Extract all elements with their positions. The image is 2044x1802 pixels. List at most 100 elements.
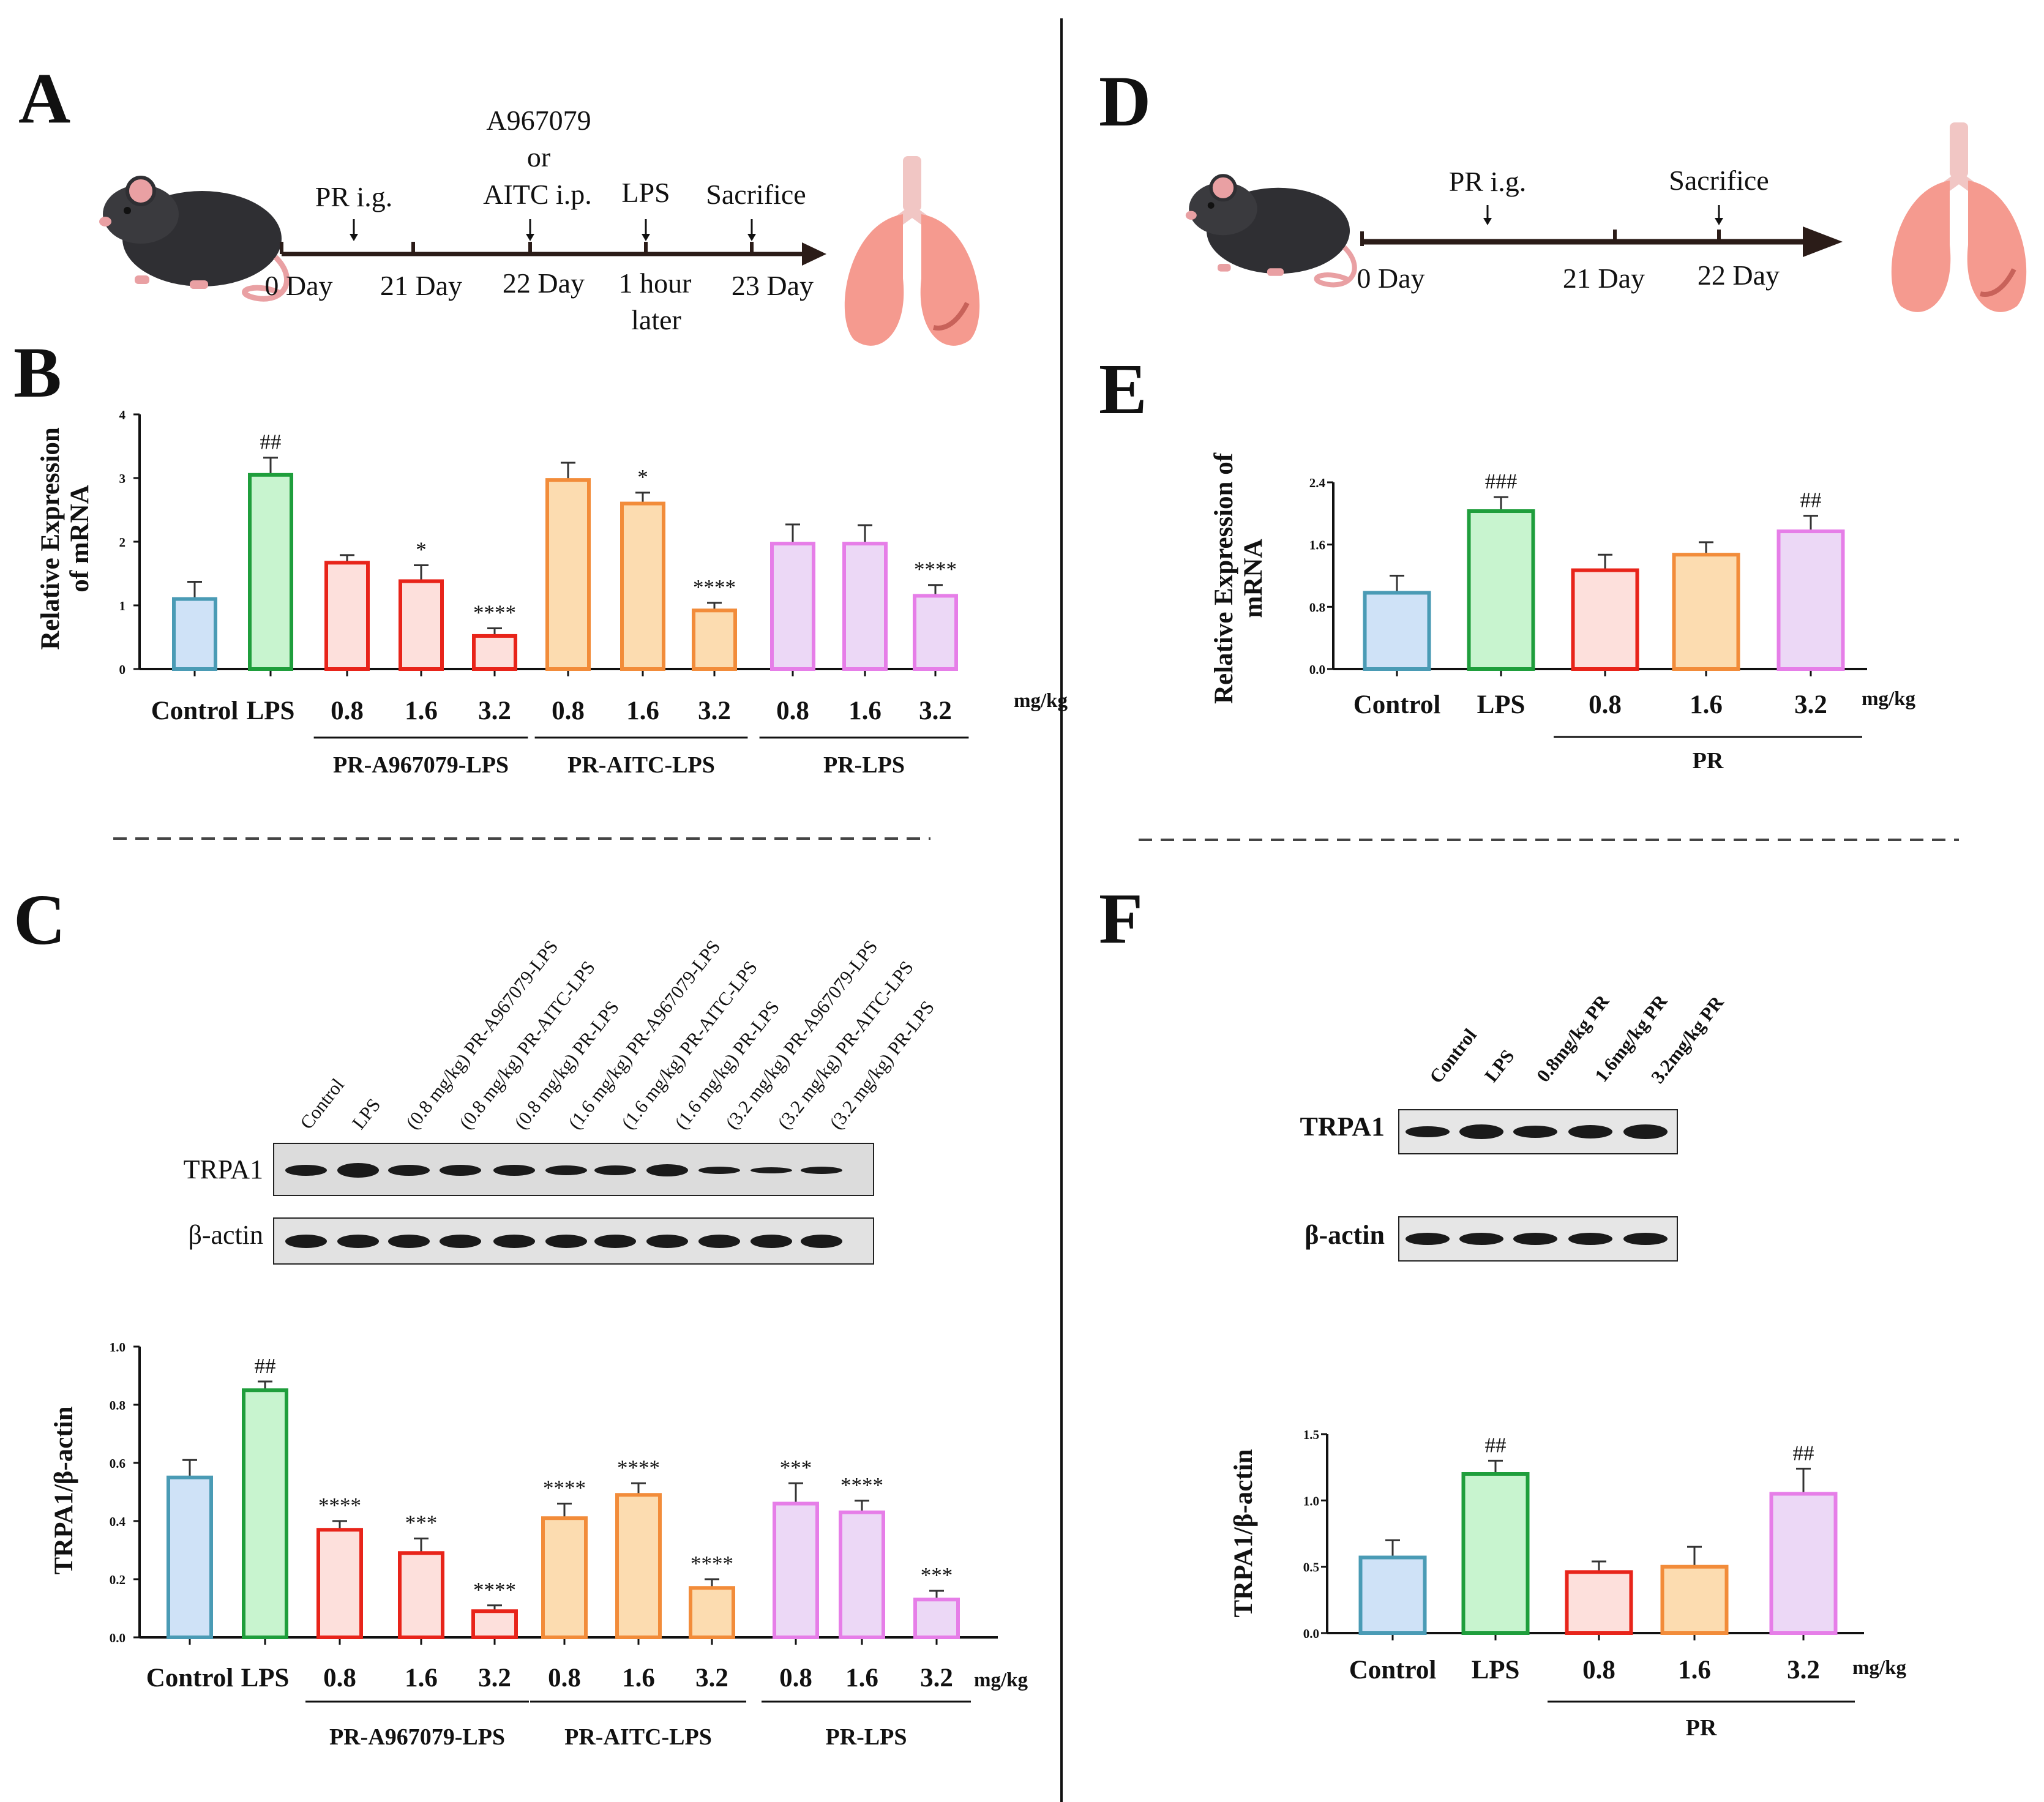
panel-label-e: E xyxy=(1099,349,1147,429)
significance-label: *** xyxy=(405,1511,438,1535)
blot-c-lane-label: Control xyxy=(296,1074,348,1133)
y-tick-label: 0.5 xyxy=(1303,1560,1319,1575)
y-tick-label: 1.0 xyxy=(1303,1494,1319,1508)
significance-label: *** xyxy=(780,1456,812,1479)
x-tick-label: Control xyxy=(146,1664,234,1692)
bar xyxy=(167,1475,213,1639)
bar xyxy=(541,1516,588,1639)
chart-b-mrna-expression: 0 1 2 3 4 Relative Expressionof mRNA Control ##… xyxy=(36,408,1068,778)
blot-band xyxy=(801,1235,842,1248)
bar xyxy=(316,1528,363,1639)
bar xyxy=(242,1388,288,1639)
x-tick-label: 1.6 xyxy=(405,697,438,725)
bar xyxy=(770,542,815,671)
significance-label: **** xyxy=(473,1578,516,1602)
bar xyxy=(248,473,293,671)
western-blot-f: Control LPS 0.8mg/kg PR 1.6mg/kg PR 3.2m… xyxy=(1300,990,1728,1262)
unit-label: mg/kg xyxy=(1014,690,1068,712)
x-tick-label: 1.6 xyxy=(845,1664,878,1692)
bar xyxy=(913,594,958,671)
timeline-a-drug-line1: A967079 xyxy=(486,105,591,136)
bar xyxy=(913,1598,960,1639)
panel-label-a: A xyxy=(18,58,70,138)
group-label: PR-AITC-LPS xyxy=(564,1724,712,1750)
y-tick-label: 0.0 xyxy=(110,1631,125,1645)
western-blot-c: Control LPS (0.8 mg/kg) PR-A967079-LPS (… xyxy=(184,936,938,1265)
group-label: PR xyxy=(1693,748,1724,774)
lungs-icon xyxy=(1891,122,2027,312)
panel-label-b: B xyxy=(13,332,62,413)
significance-label: **** xyxy=(617,1456,660,1479)
x-tick-label: 0.8 xyxy=(776,697,809,725)
y-tick-label: 4 xyxy=(119,408,126,422)
x-tick-label: Control xyxy=(151,697,239,725)
group-label: PR-AITC-LPS xyxy=(567,752,715,778)
mouse-icon xyxy=(99,176,290,302)
significance-label: **** xyxy=(318,1494,361,1517)
x-tick-label: LPS xyxy=(1477,690,1526,719)
blot-band xyxy=(1406,1233,1450,1245)
bar xyxy=(1358,1555,1427,1635)
blot-band xyxy=(698,1167,740,1174)
x-tick-label: 1.6 xyxy=(1690,690,1723,719)
x-tick-label: 3.2 xyxy=(920,1664,953,1692)
blot-band xyxy=(285,1235,327,1248)
timeline-a-pr-label: PR i.g. xyxy=(315,181,393,212)
x-tick-label: 1.6 xyxy=(405,1664,438,1692)
blot-c-row-label-trpa1: TRPA1 xyxy=(184,1154,263,1184)
x-tick-label: 0.8 xyxy=(779,1664,812,1692)
significance-label: **** xyxy=(543,1476,586,1500)
bar xyxy=(1776,529,1845,671)
bar xyxy=(545,478,591,671)
blot-band xyxy=(337,1235,379,1248)
blot-band xyxy=(1568,1233,1612,1245)
x-tick-label: 3.2 xyxy=(478,697,511,725)
blot-band xyxy=(1568,1125,1612,1138)
unit-label: mg/kg xyxy=(974,1669,1028,1691)
unit-label: mg/kg xyxy=(1852,1657,1907,1679)
significance-label: ## xyxy=(1485,1433,1507,1457)
timeline-d-day0: 0 Day xyxy=(1357,263,1424,294)
blot-band xyxy=(1459,1124,1503,1139)
y-axis-label: Relative Expressionof mRNA xyxy=(36,427,94,650)
bar xyxy=(773,1501,819,1639)
blot-band xyxy=(1513,1233,1557,1245)
significance-label: **** xyxy=(914,558,957,581)
timeline-a-day0: 0 Day xyxy=(264,270,332,301)
significance-label: **** xyxy=(691,1552,733,1576)
blot-band xyxy=(801,1167,842,1174)
bar xyxy=(472,634,517,671)
blot-band xyxy=(1623,1124,1668,1139)
significance-label: ## xyxy=(255,1354,276,1378)
blot-band xyxy=(337,1163,379,1178)
blot-f-lane-label: Control xyxy=(1425,1024,1481,1087)
significance-label: **** xyxy=(840,1473,883,1497)
y-axis-label: TRPA1/β-actin xyxy=(1229,1449,1258,1617)
bar xyxy=(398,1551,444,1639)
group-label: PR-A967079-LPS xyxy=(329,1724,505,1750)
bar xyxy=(839,1510,885,1639)
timeline-a-day21: 21 Day xyxy=(380,270,462,301)
bar xyxy=(1672,553,1740,671)
significance-label: * xyxy=(416,537,427,561)
bar xyxy=(172,597,217,671)
x-tick-label: 0.8 xyxy=(1582,1656,1615,1684)
chart-e-mrna-expression: 0.0 0.8 1.6 2.4 Relative Expression ofmRNA Co… xyxy=(1210,452,1916,774)
chart-c-trpa1-ratio: 0.0 0.2 0.4 0.6 0.8 1.0 TRPA1/β-actin Control ##… xyxy=(50,1340,1028,1750)
timeline-d-sacrifice-label: Sacrifice xyxy=(1669,165,1769,196)
panel-label-d: D xyxy=(1099,61,1151,141)
blot-band xyxy=(594,1235,636,1248)
mouse-icon xyxy=(1185,174,1357,288)
timeline-d-day21: 21 Day xyxy=(1563,263,1645,294)
x-tick-label: 0.8 xyxy=(323,1664,356,1692)
group-label: PR xyxy=(1686,1715,1717,1741)
significance-label: **** xyxy=(693,575,736,599)
blot-band xyxy=(751,1235,792,1248)
y-tick-label: 1 xyxy=(119,599,126,613)
y-tick-label: 0 xyxy=(119,662,126,677)
lungs-icon xyxy=(844,156,980,346)
bar xyxy=(1769,1492,1838,1635)
y-tick-label: 0.4 xyxy=(110,1514,126,1529)
x-tick-label: LPS xyxy=(241,1664,290,1692)
blot-band xyxy=(1459,1233,1503,1245)
